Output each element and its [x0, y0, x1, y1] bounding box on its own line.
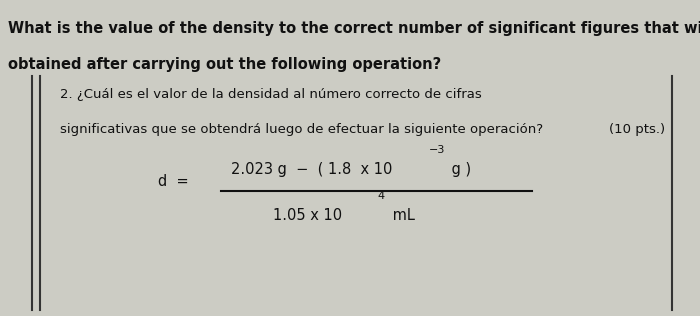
- Text: 2.023 g  −  ( 1.8  x 10: 2.023 g − ( 1.8 x 10: [231, 162, 393, 177]
- Text: mL: mL: [388, 208, 414, 222]
- Text: 1.05 x 10: 1.05 x 10: [273, 208, 342, 222]
- Text: −3: −3: [429, 145, 445, 155]
- Text: 4: 4: [377, 191, 384, 201]
- Text: g ): g ): [447, 162, 470, 177]
- Text: (10 pts.): (10 pts.): [609, 123, 665, 136]
- Text: significativas que se obtendrá luego de efectuar la siguiente operación?: significativas que se obtendrá luego de …: [60, 123, 543, 136]
- Text: d  =: d =: [158, 174, 188, 189]
- Text: obtained after carrying out the following operation?: obtained after carrying out the followin…: [8, 57, 442, 72]
- Text: What is the value of the density to the correct number of significant figures th: What is the value of the density to the …: [8, 21, 700, 35]
- Text: 2. ¿Cuál es el valor de la densidad al número correcto de cifras: 2. ¿Cuál es el valor de la densidad al n…: [60, 88, 482, 101]
